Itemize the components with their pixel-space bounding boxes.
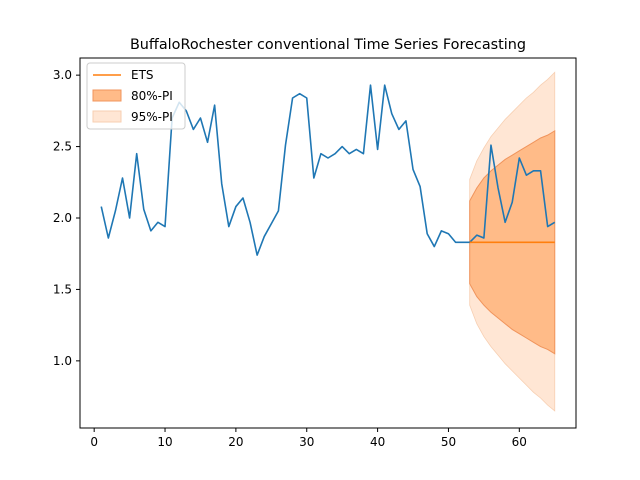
x-tick-label: 20 (228, 435, 243, 449)
plot-frame (79, 57, 577, 429)
x-tick-label: 60 (512, 435, 527, 449)
x-tick-label: 40 (370, 435, 385, 449)
legend-label-ets: ETS (131, 68, 154, 82)
chart-title: BuffaloRochester conventional Time Serie… (130, 37, 526, 53)
y-tick-label: 2.5 (53, 140, 72, 154)
legend: ETS 80%-PI 95%-PI (86, 62, 186, 130)
x-tick-label: 50 (441, 435, 456, 449)
y-tick-label: 1.0 (53, 354, 72, 368)
legend-swatch-pi95 (92, 110, 122, 123)
legend-swatch-pi80 (92, 89, 122, 102)
y-axis-ticks: 1.0 1.5 2.0 2.5 3.0 (53, 68, 80, 368)
x-tick-label: 10 (157, 435, 172, 449)
y-tick-label: 2.0 (53, 211, 72, 225)
x-tick-label: 0 (90, 435, 98, 449)
x-axis-ticks: 0 10 20 30 40 50 60 (90, 428, 527, 449)
y-tick-label: 1.5 (53, 282, 72, 296)
x-tick-label: 30 (299, 435, 314, 449)
legend-label-pi80: 80%-PI (131, 89, 173, 103)
y-tick-label: 3.0 (53, 68, 72, 82)
legend-label-pi95: 95%-PI (131, 110, 173, 124)
